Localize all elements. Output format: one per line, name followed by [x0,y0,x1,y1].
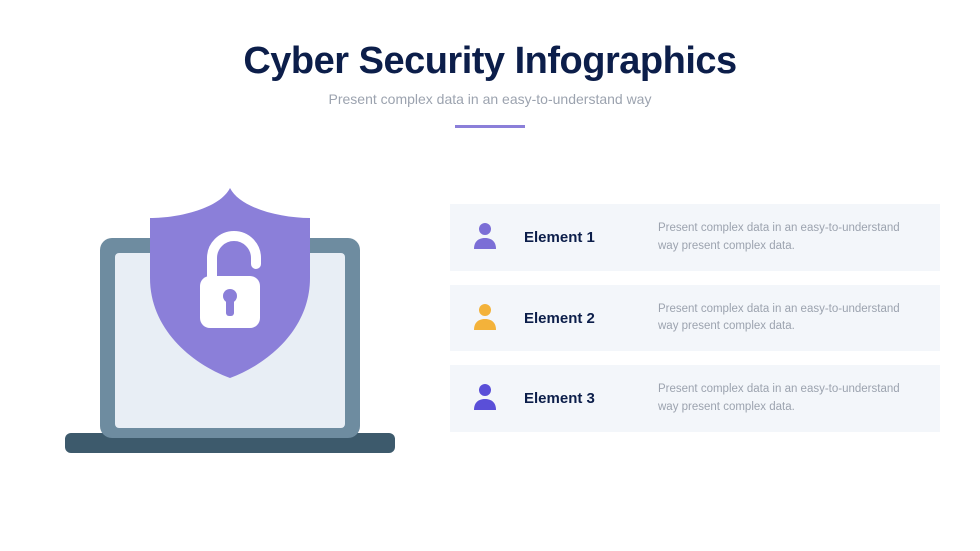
header: Cyber Security Infographics Present comp… [0,0,980,128]
element-description: Present complex data in an easy-to-under… [658,220,918,255]
element-description: Present complex data in an easy-to-under… [658,301,918,336]
element-row-2: Element 2 Present complex data in an eas… [450,285,940,352]
security-illustration [40,168,420,468]
person-icon [472,221,500,254]
element-row-3: Element 3 Present complex data in an eas… [450,365,940,432]
element-title: Element 2 [524,310,634,327]
laptop-shield-svg [40,168,420,468]
title-underline [455,125,525,128]
page-subtitle: Present complex data in an easy-to-under… [0,91,980,107]
person-icon [472,302,500,335]
element-description: Present complex data in an easy-to-under… [658,381,918,416]
elements-list: Element 1 Present complex data in an eas… [450,204,940,432]
element-title: Element 1 [524,229,634,246]
element-row-1: Element 1 Present complex data in an eas… [450,204,940,271]
person-icon [472,382,500,415]
page-title: Cyber Security Infographics [0,40,980,83]
element-title: Element 3 [524,390,634,407]
content-area: Element 1 Present complex data in an eas… [0,168,980,468]
